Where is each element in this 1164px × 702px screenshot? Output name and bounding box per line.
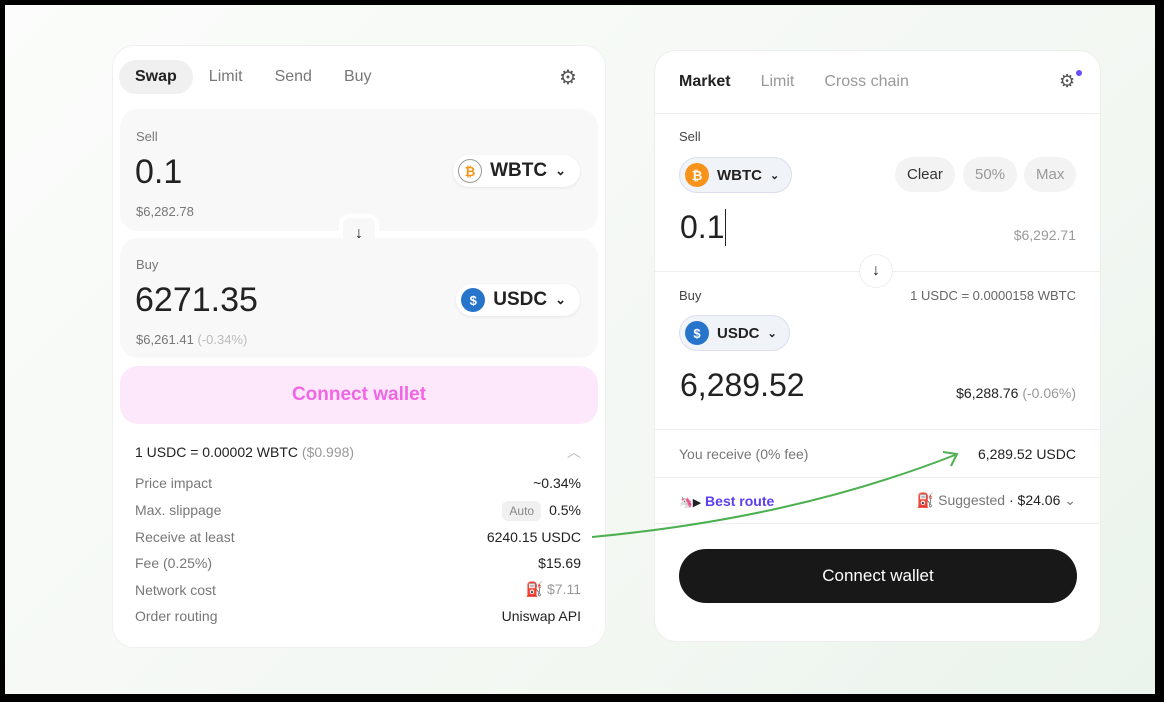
divider <box>655 429 1100 430</box>
tab-swap[interactable]: Swap <box>119 60 193 94</box>
token-symbol: USDC <box>717 324 760 342</box>
sell-usd-value: $6,292.71 <box>1013 227 1076 243</box>
gas-pump-icon: ⛽ <box>525 581 544 597</box>
receive-value: 6,289.52 USDC <box>977 446 1076 462</box>
buy-token-selector[interactable]: $ USDC ⌄ <box>456 284 580 316</box>
detail-label: Network cost <box>135 581 216 598</box>
token-symbol: WBTC <box>490 160 548 181</box>
wbtc-icon: ₿ <box>685 163 709 187</box>
uniswap-swap-card: Swap Limit Send Buy ⚙ Sell 0.1 $6,282.78… <box>112 45 606 648</box>
half-button[interactable]: 50% <box>963 157 1018 192</box>
wbtc-icon: ₿ <box>458 159 483 183</box>
tab-limit[interactable]: Limit <box>760 73 795 90</box>
arrow-line <box>591 454 956 538</box>
buy-panel: Buy 6271.35 $6,261.41 (-0.34%) $ USDC ⌄ <box>120 238 598 358</box>
buy-amount: 6,289.52 <box>680 367 805 403</box>
sell-token-selector[interactable]: ₿ WBTC ⌄ <box>679 157 793 193</box>
chevron-down-icon: ⌄ <box>767 327 777 340</box>
sell-amount-input[interactable]: 0.1 <box>135 153 183 191</box>
swap-tabs: Swap Limit Send Buy <box>119 60 388 94</box>
auto-badge: Auto <box>502 501 542 521</box>
rate-usd: ($0.998) <box>301 444 355 460</box>
usdc-icon: $ <box>685 321 709 345</box>
divider <box>655 113 1100 114</box>
buy-label: Buy <box>679 288 702 303</box>
sell-usd-value: $6,282.78 <box>136 204 194 219</box>
arrow-down-icon: ↓ <box>872 262 880 279</box>
connect-wallet-button[interactable]: Connect wallet <box>120 366 598 424</box>
receive-label: You receive (0% fee) <box>679 446 809 462</box>
detail-order-routing: Order routing Uniswap API <box>135 608 581 624</box>
detail-label: Fee (0.25%) <box>135 555 213 571</box>
market-tabs: Market Limit Cross chain <box>679 73 909 91</box>
buy-token-selector[interactable]: $ USDC ⌄ <box>679 315 790 351</box>
sell-panel: Sell 0.1 $6,282.78 ₿ WBTC ⌄ <box>120 109 598 231</box>
detail-label: Max. slippage <box>135 502 222 518</box>
divider <box>655 523 1100 524</box>
detail-max-slippage: Max. slippage Auto 0.5% <box>135 501 581 521</box>
notification-dot <box>1076 70 1082 76</box>
best-route-link[interactable]: Best route <box>705 492 775 509</box>
tab-send[interactable]: Send <box>274 68 312 85</box>
chevron-down-icon: ⌄ <box>555 292 566 307</box>
detail-label: Receive at least <box>135 529 235 545</box>
buy-label: Buy <box>136 257 159 272</box>
gas-label: Suggested <box>938 492 1006 508</box>
buy-usd: $6,288.76 <box>956 385 1019 401</box>
switch-tokens-button[interactable]: ↓ <box>859 254 893 288</box>
buy-usd-change: (-0.06%) <box>1022 385 1076 401</box>
detail-label: Price impact <box>135 475 213 491</box>
token-symbol: WBTC <box>717 166 762 184</box>
chevron-down-icon[interactable]: ⌄ <box>1064 492 1076 508</box>
buy-rate: 1 USDC = 0.0000158 WBTC <box>910 288 1076 303</box>
sell-token-selector[interactable]: ₿ WBTC ⌄ <box>453 155 580 187</box>
tab-cross-chain[interactable]: Cross chain <box>824 73 909 90</box>
buy-usd-value: $6,288.76 (-0.06%) <box>956 385 1076 401</box>
token-symbol: USDC <box>493 289 548 310</box>
market-swap-card: Market Limit Cross chain ⚙ Sell ₿ WBTC ⌄ … <box>654 50 1101 642</box>
detail-receive-at-least: Receive at least 6240.15 USDC <box>135 529 581 545</box>
sell-label: Sell <box>679 129 701 144</box>
divider <box>655 477 1100 478</box>
route-provider-icons: 🦄▶ <box>679 496 702 509</box>
detail-value: $15.69 <box>538 555 581 571</box>
detail-value: Uniswap API <box>501 608 581 624</box>
detail-value: $7.11 <box>547 581 581 597</box>
chevron-down-icon: ⌄ <box>555 163 566 178</box>
connect-wallet-button[interactable]: Connect wallet <box>679 549 1077 603</box>
max-button[interactable]: Max <box>1024 157 1077 192</box>
tab-limit[interactable]: Limit <box>208 68 243 85</box>
buy-usd-change: (-0.34%) <box>197 332 248 347</box>
detail-value: ~0.34% <box>533 475 581 491</box>
usdc-icon: $ <box>461 288 486 312</box>
detail-fee: Fee (0.25%) $15.69 <box>135 555 581 571</box>
buy-amount[interactable]: 6271.35 <box>135 281 258 319</box>
detail-value: 0.5% <box>549 502 581 518</box>
detail-label: Order routing <box>135 608 218 624</box>
buy-usd: $6,261.41 <box>136 332 194 347</box>
arrow-head-icon <box>942 451 959 467</box>
gear-icon[interactable]: ⚙ <box>559 67 577 89</box>
exchange-rate: 1 USDC = 0.00002 WBTC <box>135 444 299 460</box>
gear-icon[interactable]: ⚙ <box>1059 71 1076 91</box>
arrow-down-icon: ↓ <box>355 225 363 242</box>
clear-button[interactable]: Clear <box>895 157 955 192</box>
detail-network-cost: Network cost ⛽ $7.11 <box>135 581 581 598</box>
you-receive-row: You receive (0% fee) 6,289.52 USDC <box>679 446 1076 462</box>
detail-value: 6240.15 USDC <box>486 529 581 545</box>
gas-value: $24.06 <box>1017 492 1061 508</box>
tab-market[interactable]: Market <box>679 73 731 90</box>
route-row[interactable]: 🦄▶ Best route ⛽ Suggested · $24.06 ⌄ <box>679 492 1076 509</box>
chevron-up-icon[interactable]: ︿ <box>567 444 581 460</box>
rate-row[interactable]: 1 USDC = 0.00002 WBTC ($0.998) ︿ <box>135 442 581 462</box>
sell-amount-input[interactable]: 0.1 <box>680 209 727 246</box>
detail-price-impact: Price impact ~0.34% <box>135 475 581 491</box>
chevron-down-icon: ⌄ <box>770 169 780 182</box>
tab-buy[interactable]: Buy <box>343 68 372 85</box>
sell-label: Sell <box>136 129 158 144</box>
gas-pump-icon: ⛽ <box>916 492 935 508</box>
buy-usd-value: $6,261.41 (-0.34%) <box>136 332 247 347</box>
